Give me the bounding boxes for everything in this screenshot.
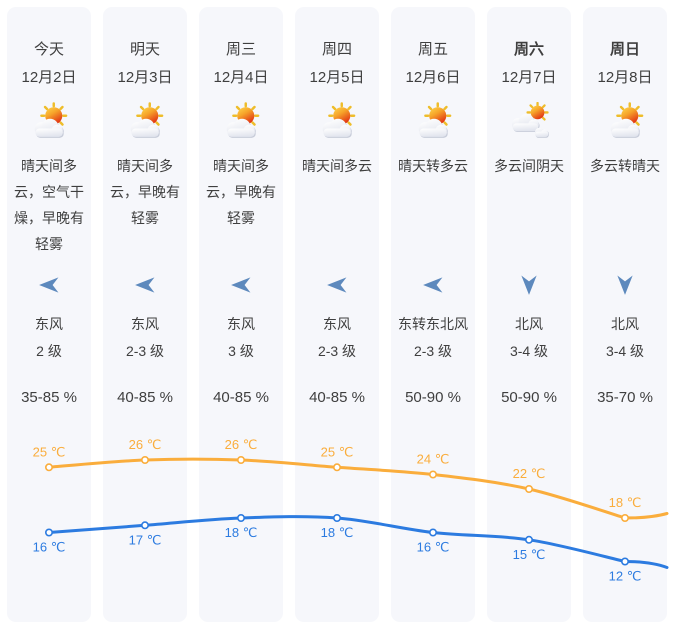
wind-direction: 东风 xyxy=(227,316,255,332)
sun-cloud-icon xyxy=(295,102,379,140)
wind-level: 2 级 xyxy=(36,343,62,359)
wind-direction: 东风 xyxy=(323,316,351,332)
sun-cloud-icon xyxy=(103,102,187,140)
wind-level: 2-3 级 xyxy=(413,343,453,359)
forecast-day-column[interactable]: 周日 12月8日 多云转晴天 北风 3-4 级 35-70 % xyxy=(583,7,667,622)
forecast-day-column[interactable]: 周三 12月4日 晴天间多云，早晚有轻雾 东风 3 级 40-85 % xyxy=(199,7,283,622)
day-name: 周日 xyxy=(609,41,640,58)
wind-direction-icon xyxy=(199,276,283,294)
day-date: 12月3日 xyxy=(117,69,173,86)
day-date: 12月6日 xyxy=(405,69,461,86)
forecast-day-column[interactable]: 周五 12月6日 晴天转多云 东转东北风 2-3 级 50-90 % xyxy=(391,7,475,622)
humidity: 50-90 % xyxy=(405,389,461,406)
wind-level: 2-3 级 xyxy=(317,343,357,359)
day-date: 12月2日 xyxy=(21,69,77,86)
forecast-day-column[interactable]: 明天 12月3日 晴天间多云，早晚有轻雾 东风 2-3 级 40-85 % xyxy=(103,7,187,622)
wind-direction: 北风 xyxy=(611,316,639,332)
humidity: 40-85 % xyxy=(213,389,269,406)
day-name: 周六 xyxy=(513,41,544,58)
humidity: 40-85 % xyxy=(309,389,365,406)
sun-cloud-icon xyxy=(7,102,91,140)
weather-condition: 晴天间多云，早晚有轻雾 xyxy=(110,158,180,226)
weather-condition: 晴天间多云 xyxy=(302,158,372,174)
day-name: 今天 xyxy=(33,41,64,58)
wind-level: 3-4 级 xyxy=(605,343,645,359)
wind-direction-icon xyxy=(295,276,379,294)
day-date: 12月4日 xyxy=(213,69,269,86)
wind-direction-icon xyxy=(7,276,91,294)
day-date: 12月7日 xyxy=(501,69,557,86)
wind-direction-icon xyxy=(391,276,475,294)
day-date: 12月5日 xyxy=(309,69,365,86)
humidity: 50-90 % xyxy=(501,389,557,406)
forecast-day-column[interactable]: 周四 12月5日 晴天间多云 东风 2-3 级 40-85 % xyxy=(295,7,379,622)
wind-direction: 东风 xyxy=(35,316,63,332)
day-name: 明天 xyxy=(129,41,160,58)
weather-condition: 晴天转多云 xyxy=(398,158,468,174)
wind-direction-icon xyxy=(583,276,667,294)
weather-condition: 晴天间多云，早晚有轻雾 xyxy=(206,158,276,226)
wind-level: 3-4 级 xyxy=(509,343,549,359)
wind-level: 2-3 级 xyxy=(125,343,165,359)
wind-level: 3 级 xyxy=(228,343,254,359)
weather-condition: 多云间阴天 xyxy=(494,158,564,174)
humidity: 35-85 % xyxy=(21,389,77,406)
weather-condition: 晴天间多云，空气干燥，早晚有轻雾 xyxy=(14,158,84,252)
cloudy-icon xyxy=(487,102,571,140)
humidity: 35-70 % xyxy=(597,389,653,406)
weather-condition: 多云转晴天 xyxy=(590,158,660,174)
wind-direction-icon xyxy=(487,276,571,294)
sun-cloud-icon xyxy=(199,102,283,140)
forecast-day-column[interactable]: 今天 12月2日 晴天间多云，空气干燥，早晚有轻雾 东风 2 级 35-85 % xyxy=(7,7,91,622)
wind-direction: 东风 xyxy=(131,316,159,332)
humidity: 40-85 % xyxy=(117,389,173,406)
wind-direction: 东转东北风 xyxy=(398,316,468,332)
day-date: 12月8日 xyxy=(597,69,653,86)
forecast-day-column[interactable]: 周六 12月7日 多云间阴天 北风 3-4 级 50-90 % xyxy=(487,7,571,622)
wind-direction-icon xyxy=(103,276,187,294)
day-name: 周三 xyxy=(225,41,256,58)
wind-direction: 北风 xyxy=(515,316,543,332)
sun-cloud-icon xyxy=(391,102,475,140)
day-name: 周五 xyxy=(417,41,448,58)
sun-cloud-icon xyxy=(583,102,667,140)
day-name: 周四 xyxy=(321,41,352,58)
